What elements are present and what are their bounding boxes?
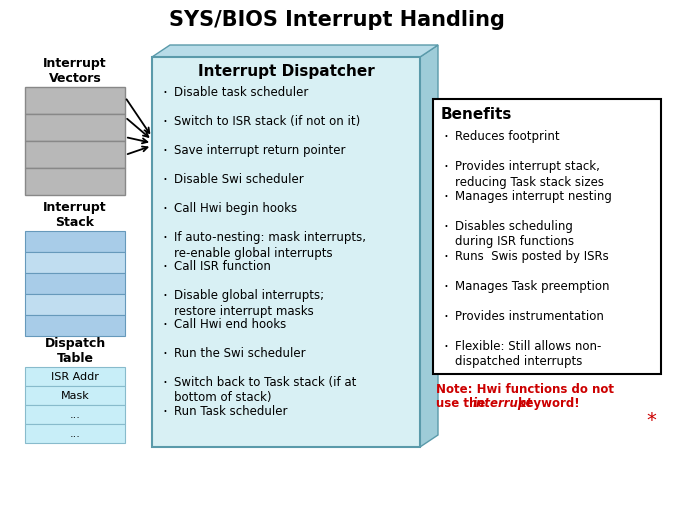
Text: ·: · — [443, 130, 448, 145]
Text: Interrupt Dispatcher: Interrupt Dispatcher — [197, 64, 374, 79]
Text: Switch to ISR stack (if not on it): Switch to ISR stack (if not on it) — [174, 115, 360, 128]
Text: Mask: Mask — [61, 391, 90, 400]
Bar — [25, 169, 125, 195]
Text: ·: · — [162, 260, 167, 274]
Text: Save interrupt return pointer: Save interrupt return pointer — [174, 144, 346, 157]
Bar — [25, 115, 125, 142]
Bar — [25, 142, 125, 169]
Bar — [25, 252, 125, 274]
Text: ·: · — [162, 231, 167, 245]
Text: ·: · — [162, 201, 167, 217]
Text: ·: · — [162, 317, 167, 332]
Text: ·: · — [162, 173, 167, 188]
Text: ·: · — [443, 310, 448, 324]
Text: Provides interrupt stack,
reducing Task stack sizes: Provides interrupt stack, reducing Task … — [455, 160, 604, 188]
Text: Provides instrumentation: Provides instrumentation — [455, 310, 604, 322]
Bar — [25, 424, 125, 443]
Text: ·: · — [162, 86, 167, 101]
Text: Reduces footprint: Reduces footprint — [455, 130, 559, 143]
Text: ...: ... — [69, 410, 80, 420]
Text: use the: use the — [436, 396, 489, 409]
Polygon shape — [152, 46, 438, 58]
Text: Disable Swi scheduler: Disable Swi scheduler — [174, 173, 304, 186]
Text: ISR Addr: ISR Addr — [51, 372, 99, 382]
Text: ·: · — [162, 115, 167, 130]
Text: ·: · — [162, 288, 167, 304]
Text: Call Hwi begin hooks: Call Hwi begin hooks — [174, 201, 297, 215]
Text: Run Task scheduler: Run Task scheduler — [174, 404, 288, 417]
Bar — [25, 294, 125, 316]
Text: *: * — [646, 410, 656, 429]
Text: ·: · — [443, 339, 448, 355]
Text: Call Hwi end hooks: Call Hwi end hooks — [174, 317, 286, 330]
Text: Dispatch
Table: Dispatch Table — [44, 336, 106, 364]
Text: Disable global interrupts;
restore interrupt masks: Disable global interrupts; restore inter… — [174, 288, 324, 317]
Polygon shape — [420, 46, 438, 447]
Bar — [25, 274, 125, 294]
Text: ·: · — [443, 160, 448, 175]
Text: Runs  Swis posted by ISRs: Runs Swis posted by ISRs — [455, 249, 609, 263]
Text: ·: · — [443, 220, 448, 234]
Bar — [25, 386, 125, 405]
Text: If auto-nesting: mask interrupts,
re-enable global interrupts: If auto-nesting: mask interrupts, re-ena… — [174, 231, 366, 259]
Text: ·: · — [443, 249, 448, 265]
Text: ·: · — [443, 279, 448, 294]
Text: ·: · — [162, 144, 167, 159]
Text: Disables scheduling
during ISR functions: Disables scheduling during ISR functions — [455, 220, 574, 248]
Bar — [25, 405, 125, 424]
Text: Manages interrupt nesting: Manages interrupt nesting — [455, 189, 612, 203]
Text: Call ISR function: Call ISR function — [174, 260, 271, 273]
Text: Note: Hwi functions do not: Note: Hwi functions do not — [436, 382, 614, 395]
Bar — [152, 58, 420, 447]
Text: interrupt: interrupt — [472, 396, 532, 409]
Bar — [25, 88, 125, 115]
Text: ...: ... — [69, 429, 80, 439]
Text: SYS/BIOS Interrupt Handling: SYS/BIOS Interrupt Handling — [169, 10, 505, 30]
Text: keyword!: keyword! — [514, 396, 580, 409]
Text: Flexible: Still allows non-
dispatched interrupts: Flexible: Still allows non- dispatched i… — [455, 339, 601, 368]
Text: ·: · — [162, 375, 167, 390]
Text: Disable task scheduler: Disable task scheduler — [174, 86, 309, 99]
Text: Switch back to Task stack (if at
bottom of stack): Switch back to Task stack (if at bottom … — [174, 375, 357, 403]
Text: Interrupt
Vectors: Interrupt Vectors — [43, 57, 106, 85]
Bar — [433, 100, 661, 374]
Text: ·: · — [443, 189, 448, 205]
Bar — [25, 231, 125, 252]
Bar — [25, 316, 125, 336]
Text: Interrupt
Stack: Interrupt Stack — [43, 200, 106, 229]
Text: Run the Swi scheduler: Run the Swi scheduler — [174, 346, 305, 359]
Text: ·: · — [162, 404, 167, 419]
Bar — [25, 367, 125, 386]
Text: Manages Task preemption: Manages Task preemption — [455, 279, 609, 292]
Text: Benefits: Benefits — [441, 107, 512, 122]
Text: ·: · — [162, 346, 167, 361]
